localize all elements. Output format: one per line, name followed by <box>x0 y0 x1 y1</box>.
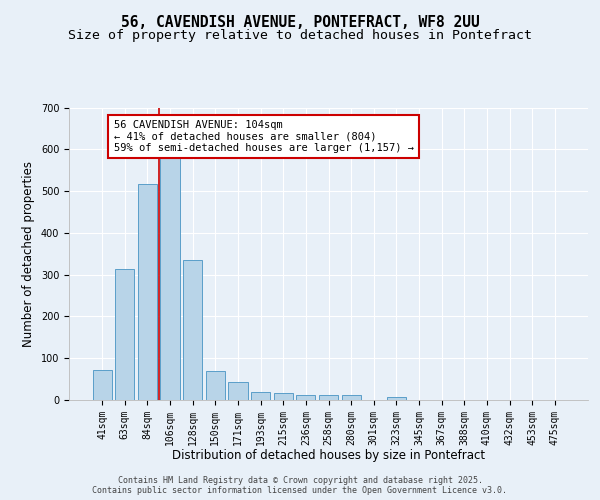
Text: Size of property relative to detached houses in Pontefract: Size of property relative to detached ho… <box>68 29 532 42</box>
Y-axis label: Number of detached properties: Number of detached properties <box>22 161 35 347</box>
Bar <box>251 392 270 400</box>
Bar <box>160 156 180 400</box>
Text: 56, CAVENDISH AVENUE, PONTEFRACT, WF8 2UU: 56, CAVENDISH AVENUE, PONTEFRACT, WF8 2U… <box>121 15 479 30</box>
Bar <box>387 397 406 400</box>
Text: Contains HM Land Registry data © Crown copyright and database right 2025.
Contai: Contains HM Land Registry data © Crown c… <box>92 476 508 495</box>
Bar <box>296 395 316 400</box>
Bar <box>341 396 361 400</box>
Text: 56 CAVENDISH AVENUE: 104sqm
← 41% of detached houses are smaller (804)
59% of se: 56 CAVENDISH AVENUE: 104sqm ← 41% of det… <box>113 120 413 153</box>
Bar <box>274 394 293 400</box>
Bar <box>319 396 338 400</box>
Bar <box>229 382 248 400</box>
Bar <box>92 370 112 400</box>
Bar <box>183 260 202 400</box>
Bar <box>206 371 225 400</box>
X-axis label: Distribution of detached houses by size in Pontefract: Distribution of detached houses by size … <box>172 449 485 462</box>
Bar <box>115 269 134 400</box>
Bar <box>138 184 157 400</box>
